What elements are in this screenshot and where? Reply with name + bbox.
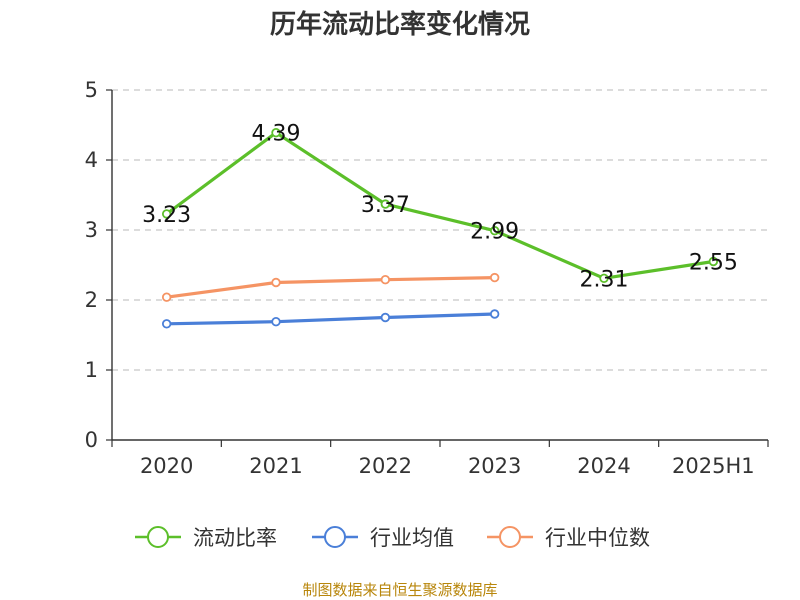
data-point <box>271 317 281 327</box>
legend-marker <box>499 526 521 548</box>
series-lines <box>161 127 719 329</box>
data-point <box>489 272 500 283</box>
data-point <box>380 275 391 285</box>
data-label: 4.39 <box>252 122 301 147</box>
axes: 0 1 2 3 4 5 2020 2021 2022 2023 2024 2025H1 <box>85 78 769 478</box>
x-tick-label: 2021 <box>249 454 302 478</box>
data-point <box>489 225 500 236</box>
x-tick-label: 2023 <box>468 454 521 478</box>
y-tick-label: 0 <box>85 428 98 452</box>
legend-label: 流动比率 <box>193 526 277 550</box>
y-tick-label: 3 <box>85 218 98 242</box>
chart-title: 历年流动比率变化情况 <box>270 9 530 40</box>
x-tick-label: 2024 <box>577 454 630 478</box>
legend-marker <box>147 526 169 548</box>
data-point <box>380 199 391 209</box>
data-label: 3.37 <box>361 193 410 218</box>
data-point <box>271 277 281 288</box>
series-line <box>165 131 714 280</box>
series-line <box>166 276 495 299</box>
x-tick-label: 2022 <box>359 454 412 478</box>
y-tick-label: 1 <box>85 358 98 382</box>
data-label: 2.99 <box>470 220 519 245</box>
data-point <box>161 209 172 219</box>
x-tick-label: 2020 <box>140 454 193 478</box>
data-label: 2.55 <box>689 251 738 276</box>
data-point <box>380 312 391 323</box>
data-label: 2.31 <box>580 267 629 292</box>
legend-marker <box>324 526 346 548</box>
data-point <box>271 127 281 138</box>
data-label: 3.23 <box>142 203 191 228</box>
data-point <box>161 292 172 302</box>
legend-label: 行业均值 <box>370 526 454 550</box>
data-point <box>708 256 719 267</box>
y-tick-label: 4 <box>85 148 98 172</box>
series-line <box>166 312 495 326</box>
source-note: 制图数据来自恒生聚源数据库 <box>302 581 497 599</box>
x-tick-label: 2025H1 <box>672 454 755 478</box>
y-tick-label: 5 <box>85 78 98 102</box>
data-point <box>161 319 172 329</box>
legend-label: 行业中位数 <box>545 526 650 550</box>
grid-lines <box>112 89 768 371</box>
data-point <box>489 309 500 319</box>
legend: 流动比率 行业均值 行业中位数 <box>135 526 650 550</box>
data-labels: 3.23 4.39 3.37 2.99 2.31 2.55 <box>142 122 738 293</box>
y-tick-label: 2 <box>85 288 98 312</box>
data-point <box>599 273 609 283</box>
